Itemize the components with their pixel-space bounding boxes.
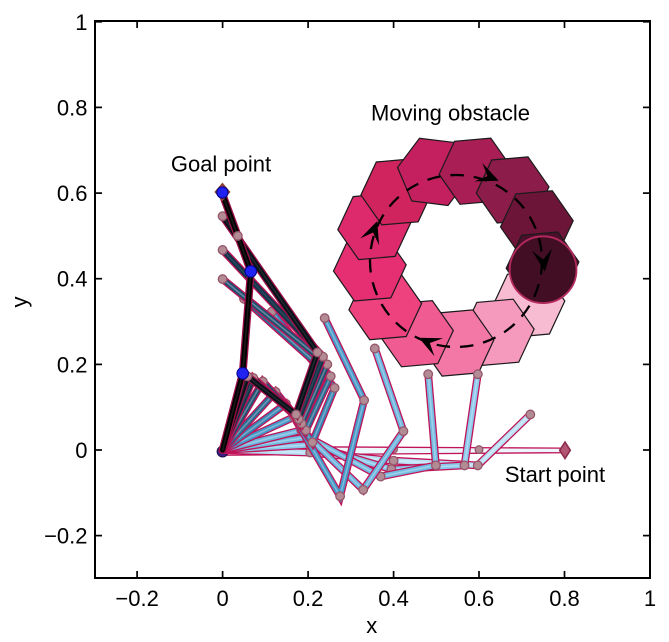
svg-text:0.6: 0.6 — [57, 181, 88, 206]
svg-text:−0.2: −0.2 — [115, 586, 158, 611]
svg-text:0.8: 0.8 — [549, 586, 580, 611]
svg-text:1: 1 — [644, 586, 656, 611]
svg-text:0.2: 0.2 — [57, 352, 88, 377]
svg-text:0: 0 — [216, 586, 228, 611]
svg-text:x: x — [366, 613, 377, 638]
svg-text:0.4: 0.4 — [57, 267, 88, 292]
svg-text:0.8: 0.8 — [57, 95, 88, 120]
svg-text:−0.2: −0.2 — [44, 524, 87, 549]
svg-text:0.4: 0.4 — [378, 586, 409, 611]
svg-text:Start point: Start point — [505, 462, 605, 487]
svg-text:0.2: 0.2 — [293, 586, 324, 611]
svg-text:0: 0 — [75, 438, 87, 463]
svg-text:y: y — [7, 297, 32, 308]
svg-text:0.6: 0.6 — [464, 586, 495, 611]
svg-text:Goal point: Goal point — [171, 152, 271, 177]
svg-text:Moving obstacle: Moving obstacle — [371, 101, 530, 126]
svg-text:1: 1 — [75, 10, 87, 35]
